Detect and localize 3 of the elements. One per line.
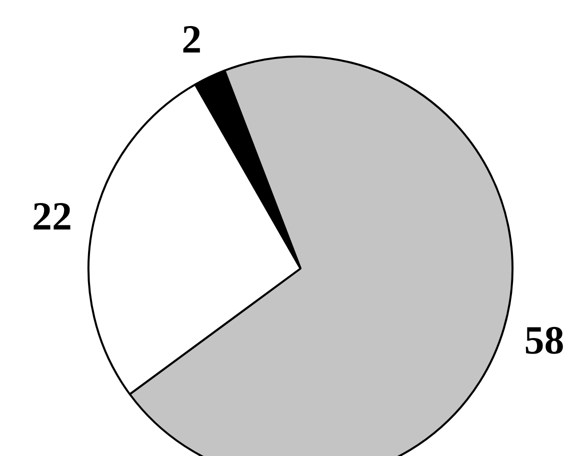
data-label: 2	[182, 16, 202, 62]
data-label: 58	[524, 317, 564, 362]
data-label: 22	[32, 194, 72, 239]
